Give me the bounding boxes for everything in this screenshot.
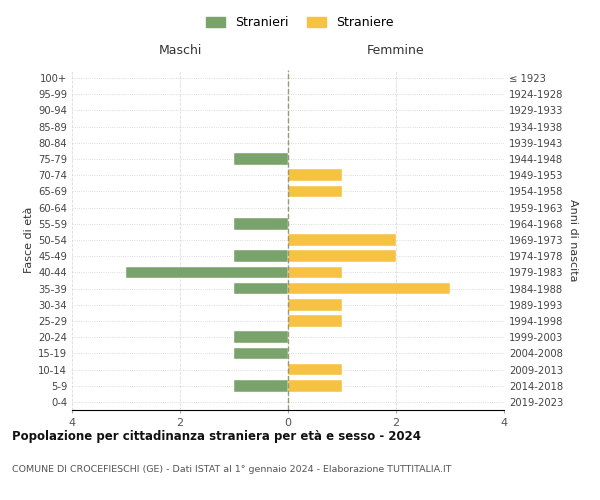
Bar [288,282,450,294]
Bar [126,266,288,278]
Bar [288,266,342,278]
Bar [234,218,288,230]
Bar [288,364,342,376]
Bar [288,250,396,262]
Bar [234,380,288,392]
Y-axis label: Anni di nascita: Anni di nascita [568,198,578,281]
Bar [288,299,342,310]
Text: Popolazione per cittadinanza straniera per età e sesso - 2024: Popolazione per cittadinanza straniera p… [12,430,421,443]
Bar [234,282,288,294]
Bar [288,234,396,246]
Y-axis label: Fasce di età: Fasce di età [24,207,34,273]
Bar [234,348,288,359]
Legend: Stranieri, Straniere: Stranieri, Straniere [202,11,398,34]
Bar [234,153,288,165]
Bar [288,186,342,198]
Bar [288,380,342,392]
Text: Maschi: Maschi [158,44,202,57]
Bar [288,170,342,181]
Text: COMUNE DI CROCEFIESCHI (GE) - Dati ISTAT al 1° gennaio 2024 - Elaborazione TUTTI: COMUNE DI CROCEFIESCHI (GE) - Dati ISTAT… [12,465,452,474]
Text: Femmine: Femmine [367,44,425,57]
Bar [234,332,288,343]
Bar [288,315,342,327]
Bar [234,250,288,262]
